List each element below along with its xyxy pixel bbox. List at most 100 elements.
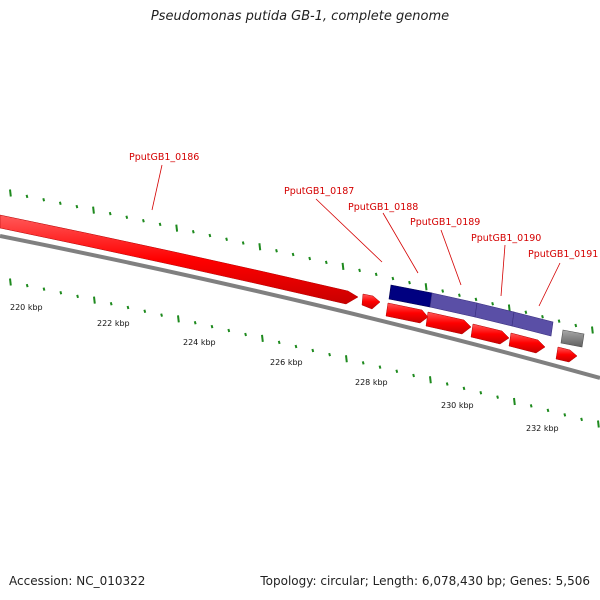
lower-tick (479, 390, 483, 395)
lower-tick (76, 294, 79, 299)
upper-tick (341, 262, 345, 271)
upper-tick (474, 297, 478, 302)
gene-bar-PputGB1_0190b[interactable] (511, 311, 554, 337)
upper-tick (208, 233, 212, 238)
upper-tick (358, 268, 361, 273)
gene-label-0187[interactable]: PputGB1_0187 (284, 186, 354, 197)
lower-tick (597, 420, 600, 428)
gene-arrow-lower-2[interactable] (425, 311, 472, 335)
upper-tick (308, 256, 312, 261)
callout-line-0186 (151, 164, 163, 211)
lower-tick (328, 352, 331, 357)
lower-tick (412, 373, 415, 378)
scale-label-232: 232 kbp (526, 424, 559, 433)
lower-tick (193, 320, 197, 325)
lower-tick (277, 340, 281, 345)
gene-label-0186[interactable]: PputGB1_0186 (129, 152, 199, 163)
lower-tick (160, 313, 163, 317)
genome-stats-text: Topology: circular; Length: 6,078,430 bp… (260, 574, 590, 588)
lower-tick (210, 324, 214, 329)
upper-tick (391, 276, 395, 281)
lower-tick (9, 278, 12, 286)
gene-bar-grey[interactable] (560, 329, 585, 348)
upper-tick (507, 304, 511, 312)
lower-tick (546, 408, 550, 413)
lower-tick (261, 334, 264, 343)
gene-bar-small-upper[interactable] (361, 293, 381, 310)
lower-tick (580, 417, 583, 422)
lower-tick (126, 305, 130, 310)
upper-tick (175, 224, 179, 232)
upper-tick (258, 243, 262, 251)
lower-tick (563, 413, 567, 417)
upper-tick-row (9, 189, 594, 334)
upper-tick (424, 283, 428, 291)
lower-tick (143, 309, 147, 314)
callout-line-0190 (500, 244, 506, 297)
lower-tick (109, 302, 113, 306)
lower-tick-row (9, 278, 600, 428)
upper-tick (591, 326, 594, 334)
gene-label-0191[interactable]: PputGB1_0191 (528, 249, 598, 260)
upper-tick (142, 219, 145, 223)
lower-tick (445, 382, 449, 386)
lower-tick (378, 365, 382, 369)
upper-tick (557, 319, 561, 323)
upper-tick (58, 201, 62, 205)
gene-arrow-lower-1[interactable] (385, 302, 429, 324)
upper-tick (125, 215, 129, 219)
upper-tick (275, 248, 278, 253)
lower-tick (93, 296, 96, 304)
gene-bar-PputGB1_0186[interactable] (0, 214, 359, 305)
gene-label-0188[interactable]: PputGB1_0188 (348, 202, 418, 213)
gene-arrow-lower-5[interactable] (555, 346, 578, 363)
gene-label-0190[interactable]: PputGB1_0190 (471, 233, 541, 244)
scale-label-228: 228 kbp (355, 378, 388, 387)
lower-tick (345, 355, 348, 363)
upper-tick (524, 310, 528, 315)
upper-tick (541, 314, 544, 319)
callout-line-0188 (382, 212, 419, 274)
lower-tick (395, 369, 399, 374)
gene-bar-PputGB1_0189[interactable] (429, 292, 478, 318)
lower-tick (25, 283, 29, 288)
lower-tick (59, 291, 63, 295)
upper-tick (158, 222, 162, 227)
callout-line-0187 (315, 198, 383, 263)
upper-tick (241, 241, 245, 245)
lower-tick (462, 386, 466, 391)
upper-tick (574, 323, 578, 328)
gene-label-0189[interactable]: PputGB1_0189 (410, 217, 480, 228)
scale-label-224: 224 kbp (183, 338, 216, 347)
callout-line-0191 (538, 262, 561, 307)
upper-tick (9, 189, 12, 197)
upper-tick (324, 260, 328, 265)
lower-tick (529, 404, 533, 408)
scale-label-230: 230 kbp (441, 401, 474, 410)
upper-tick (25, 194, 29, 199)
upper-tick (75, 204, 79, 209)
gene-arrow-lower-4[interactable] (508, 332, 546, 354)
lower-tick (496, 395, 499, 399)
lower-tick (42, 287, 46, 291)
upper-tick (458, 293, 461, 297)
upper-tick (42, 198, 46, 202)
upper-tick (291, 252, 295, 257)
backbone-line (0, 234, 600, 380)
lower-tick (244, 332, 247, 337)
gene-arrow-lower-3[interactable] (470, 323, 510, 345)
lower-tick (429, 376, 432, 384)
accession-text: Accession: NC_010322 (9, 574, 146, 588)
scale-label-222: 222 kbp (97, 319, 130, 328)
genome-title: Pseudomonas putida GB-1, complete genome (150, 9, 450, 24)
scale-label-226: 226 kbp (270, 358, 303, 367)
upper-tick (408, 280, 411, 285)
upper-tick (374, 272, 378, 277)
callout-line-0189 (440, 229, 462, 286)
lower-tick (513, 397, 516, 406)
upper-tick (441, 289, 445, 293)
lower-tick (294, 344, 298, 349)
upper-tick (108, 211, 112, 216)
upper-tick (191, 229, 195, 234)
